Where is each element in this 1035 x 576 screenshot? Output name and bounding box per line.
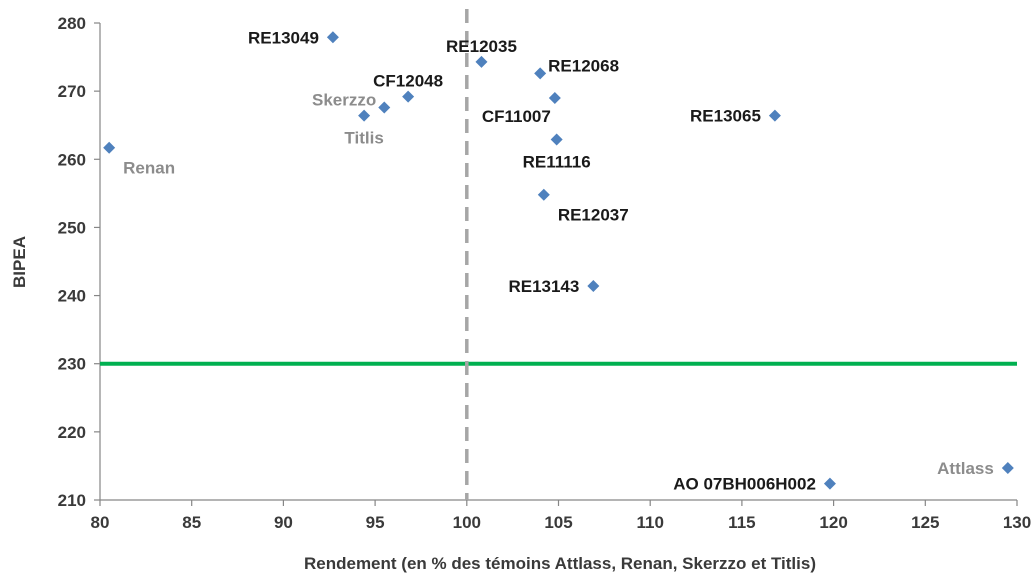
x-axis-title: Rendement (en % des témoins Attlass, Ren… xyxy=(304,554,816,573)
data-point-label: Skerzzo xyxy=(312,90,376,109)
y-tick-label: 270 xyxy=(58,82,86,101)
data-point-marker xyxy=(548,91,561,104)
y-tick-label: 250 xyxy=(58,218,86,237)
data-point-label: AO 07BH006H002 xyxy=(673,475,816,494)
data-point-marker xyxy=(358,109,371,122)
data-point-label: RE13049 xyxy=(248,28,319,47)
data-point-marker xyxy=(534,67,547,80)
reference-lines xyxy=(100,9,1017,500)
data-point-marker xyxy=(768,109,781,122)
data-point-marker xyxy=(378,101,391,114)
data-point-label: RE13143 xyxy=(508,277,579,296)
x-tick-label: 115 xyxy=(728,513,755,532)
data-point-marker xyxy=(103,141,116,154)
data-point-label: RE12068 xyxy=(548,56,619,75)
data-point-label: CF12048 xyxy=(373,72,443,91)
x-tick-label: 110 xyxy=(636,513,663,532)
data-point-label: RE12037 xyxy=(558,206,629,225)
y-tick-label: 280 xyxy=(58,14,86,33)
x-tick-label: 85 xyxy=(182,513,201,532)
x-tick-label: 125 xyxy=(911,513,939,532)
data-point-marker xyxy=(475,55,488,68)
data-point-label: Renan xyxy=(123,159,175,178)
data-point-marker xyxy=(587,280,600,293)
y-tick-label: 240 xyxy=(58,287,86,306)
y-tick-label: 210 xyxy=(58,491,86,510)
data-point-label: RE13065 xyxy=(690,107,761,126)
x-tick-label: 100 xyxy=(453,513,481,532)
x-tick-label: 105 xyxy=(544,513,572,532)
x-tick-label: 80 xyxy=(91,513,110,532)
data-point-marker xyxy=(537,188,550,201)
y-tick-label: 230 xyxy=(58,355,86,374)
data-point-marker xyxy=(326,31,339,44)
data-point-marker xyxy=(402,90,415,103)
x-tick-label: 120 xyxy=(819,513,847,532)
data-point-marker xyxy=(550,133,563,146)
data-points xyxy=(103,31,1014,490)
data-point-label: Attlass xyxy=(937,459,994,478)
y-tick-label: 260 xyxy=(58,150,86,169)
data-point-marker xyxy=(1001,461,1014,474)
x-tick-label: 90 xyxy=(274,513,293,532)
data-point-marker xyxy=(823,477,836,490)
x-tick-label: 95 xyxy=(366,513,385,532)
y-axis-title: BIPEA xyxy=(10,236,29,288)
y-tick-label: 220 xyxy=(58,423,86,442)
data-point-label: Titlis xyxy=(344,129,383,148)
data-point-label: RE11116 xyxy=(523,153,591,172)
axes: 80 85 90 95 100 105 110 115 120 125 130 210 220 230 24… xyxy=(58,14,1032,532)
data-point-label: CF11007 xyxy=(482,107,551,126)
data-point-label: RE12035 xyxy=(446,37,517,56)
x-tick-label: 130 xyxy=(1003,513,1031,532)
